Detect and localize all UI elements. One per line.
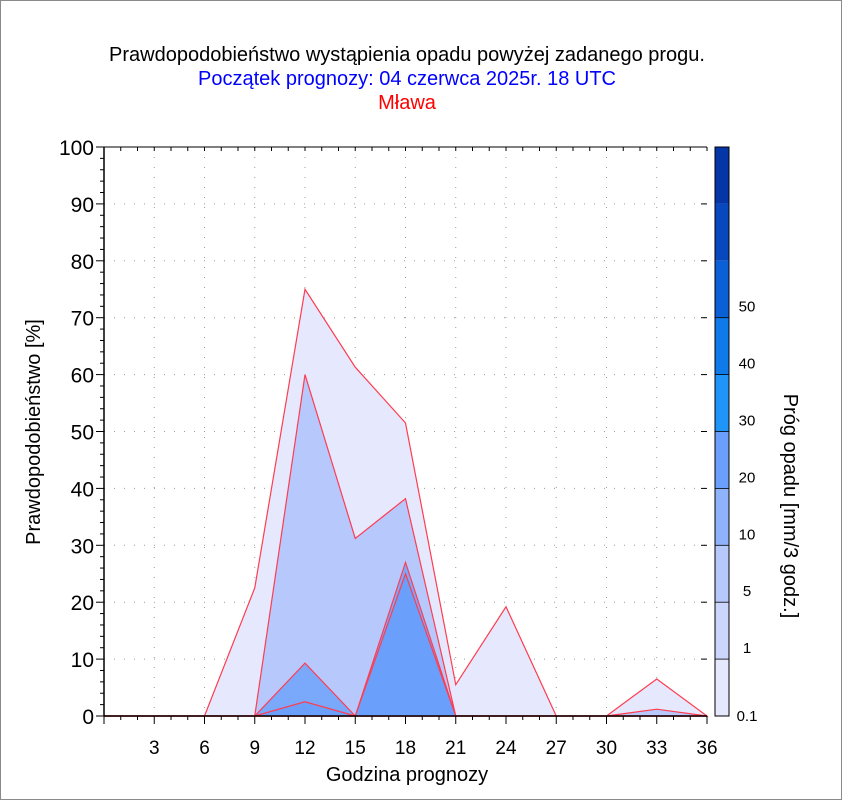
probability-area-10 (104, 571, 707, 717)
y-tick-label: 20 (71, 592, 94, 615)
y-tick-label: 80 (71, 251, 94, 274)
probability-areas (104, 287, 709, 718)
location-label: Mława (378, 92, 437, 114)
y-tick-label: 0 (82, 706, 94, 729)
x-tick-label: 9 (249, 738, 260, 759)
colorbar-tick-label: 40 (739, 356, 756, 373)
y-tick-label: 50 (71, 422, 94, 445)
colorbar-segment (715, 488, 729, 546)
colorbar-tick-label: 50 (739, 299, 756, 316)
colorbar-segment (715, 602, 729, 660)
x-tick-label: 36 (696, 738, 717, 759)
y-tick-label: 100 (59, 137, 94, 160)
colorbar-tick-label: 1 (743, 640, 751, 657)
chart-title: Prawdopodobieństwo wystąpienia opadu pow… (109, 44, 705, 66)
colorbar-tick-label: 10 (739, 526, 756, 543)
colorbar-segment (715, 147, 729, 204)
x-axis-label: Godzina prognozy (326, 764, 488, 786)
colorbar-tick-label: 5 (743, 583, 751, 600)
y-tick-label: 10 (71, 649, 94, 672)
x-tick-label: 21 (445, 738, 466, 759)
x-tick-label: 6 (199, 738, 210, 759)
colorbar-segment (715, 260, 729, 318)
x-tick-label: 18 (395, 738, 416, 759)
colorbar-tick-label: 0.1 (737, 708, 758, 725)
colorbar-segment (715, 374, 729, 432)
x-tick-label: 12 (294, 738, 315, 759)
colorbar-tick-label: 30 (739, 413, 756, 430)
x-tick-label: 33 (646, 738, 667, 759)
colorbar-label: Próg opadu [mm/3 godz.] (779, 394, 801, 619)
x-tick-label: 30 (596, 738, 617, 759)
y-tick-label: 60 (71, 365, 94, 388)
y-axis-label: Prawdopodobieństwo [%] (23, 319, 45, 545)
y-tick-label: 30 (71, 535, 94, 558)
colorbar-segment (715, 659, 729, 716)
y-tick-label: 90 (71, 194, 94, 217)
colorbar-tick-label: 20 (739, 469, 756, 486)
y-tick-label: 40 (71, 478, 94, 501)
grid (104, 147, 707, 716)
x-tick-label: 27 (546, 738, 567, 759)
colorbar-segment (715, 431, 729, 489)
x-tick-label: 15 (345, 738, 366, 759)
colorbar-segment (715, 317, 729, 375)
y-tick-label: 70 (71, 308, 94, 331)
x-tick-label: 3 (149, 738, 160, 759)
x-tick-label: 24 (495, 738, 517, 759)
colorbar: 0.1 1 5 10 20 30 40 50 (714, 146, 758, 725)
colorbar-segment (715, 203, 729, 261)
colorbar-segment (715, 545, 729, 603)
chart-subtitle: Początek prognozy: 04 czerwca 2025r. 18 … (198, 68, 616, 90)
